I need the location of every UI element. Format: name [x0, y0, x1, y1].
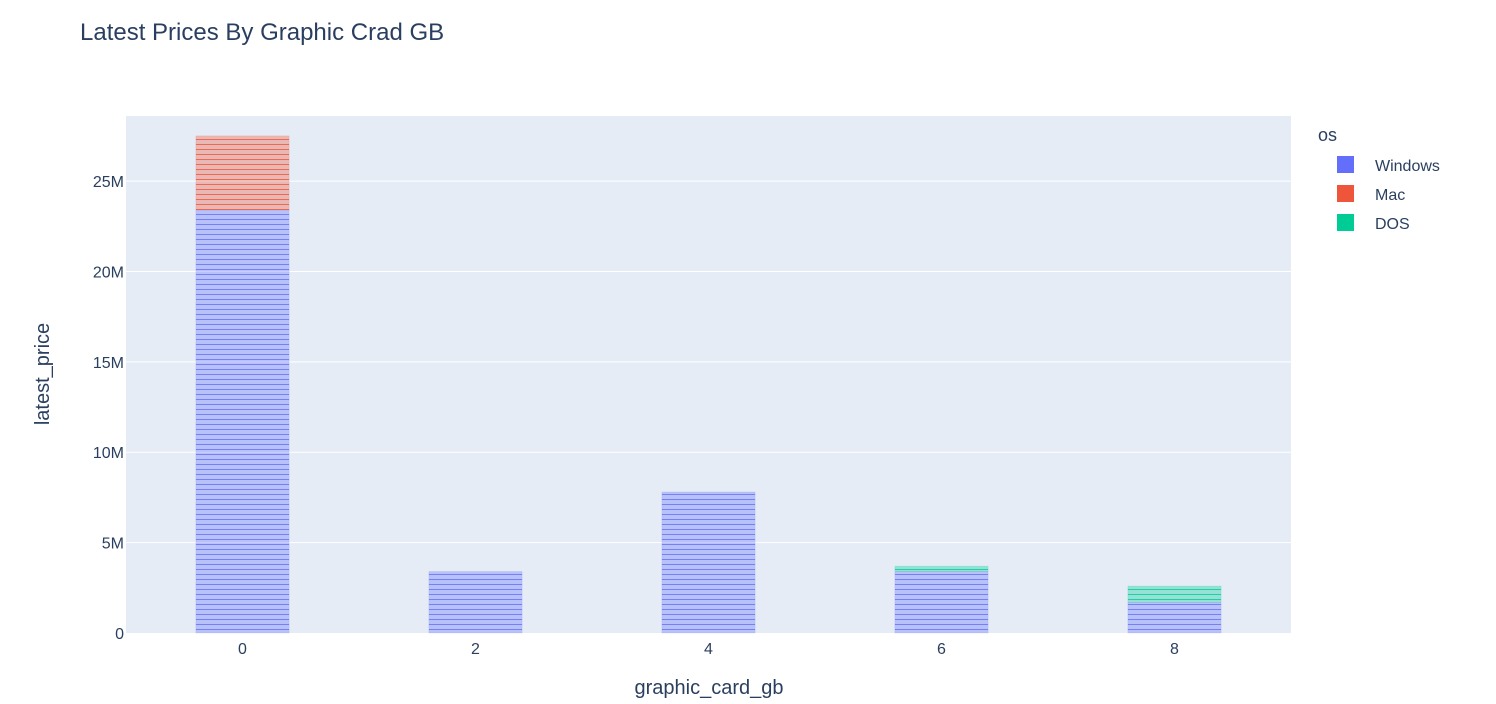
legend-item-dos[interactable]: DOS [1337, 214, 1410, 233]
chart-title: Latest Prices By Graphic Crad GB [80, 19, 444, 46]
y-tick-label: 25M [93, 174, 124, 191]
x-axis-title: graphic_card_gb [635, 677, 784, 699]
legend-swatch [1337, 214, 1354, 231]
legend-swatch [1337, 156, 1354, 173]
y-tick-label: 10M [93, 445, 124, 462]
x-tick-label: 0 [238, 641, 247, 658]
gridlines [126, 180, 1291, 544]
legend-swatch [1337, 185, 1354, 202]
bar-mac-0[interactable]: Mac 0: 4100000 [195, 135, 290, 211]
x-tick-label: 6 [937, 641, 946, 658]
x-tick-label: 2 [471, 641, 480, 658]
legend: os Windows Mac DOS [1318, 125, 1440, 233]
bar-windows-6[interactable]: Windows 6: 3400000 [894, 571, 989, 634]
legend-label: Mac [1375, 187, 1405, 204]
bar-windows-0[interactable]: Windows 0: 23400000 [195, 209, 290, 634]
legend-item-windows[interactable]: Windows [1337, 156, 1440, 175]
bar-dos-8[interactable]: DOS 8: 900000 [1127, 585, 1222, 603]
y-tick-label: 5M [102, 536, 124, 553]
legend-title: os [1318, 125, 1337, 145]
y-tick-label: 20M [93, 264, 124, 281]
y-axis-title: latest_price [32, 323, 54, 425]
bar-windows-2[interactable]: Windows 2: 3400000 [428, 571, 523, 634]
bars: Windows 0: 23400000Mac 0: 4100000 Windows… [195, 135, 1222, 634]
bar-windows-8[interactable]: Windows 8: 1700000 [1127, 602, 1222, 634]
legend-label: DOS [1375, 216, 1410, 233]
x-tick-label: 8 [1170, 641, 1179, 658]
legend-item-mac[interactable]: Mac [1337, 185, 1405, 204]
legend-label: Windows [1375, 158, 1440, 175]
bar-dos-6[interactable]: DOS 6: 300000 [894, 565, 989, 572]
y-tick-label: 15M [93, 355, 124, 372]
y-tick-label: 0 [115, 626, 124, 643]
x-tick-label: 4 [704, 641, 713, 658]
y-axis-ticks: 0 5M 10M 15M 20M 25M [93, 174, 124, 643]
x-axis-ticks: 0 2 4 6 8 [238, 641, 1179, 658]
bar-windows-4[interactable]: Windows 4: 7800000 [661, 491, 756, 634]
